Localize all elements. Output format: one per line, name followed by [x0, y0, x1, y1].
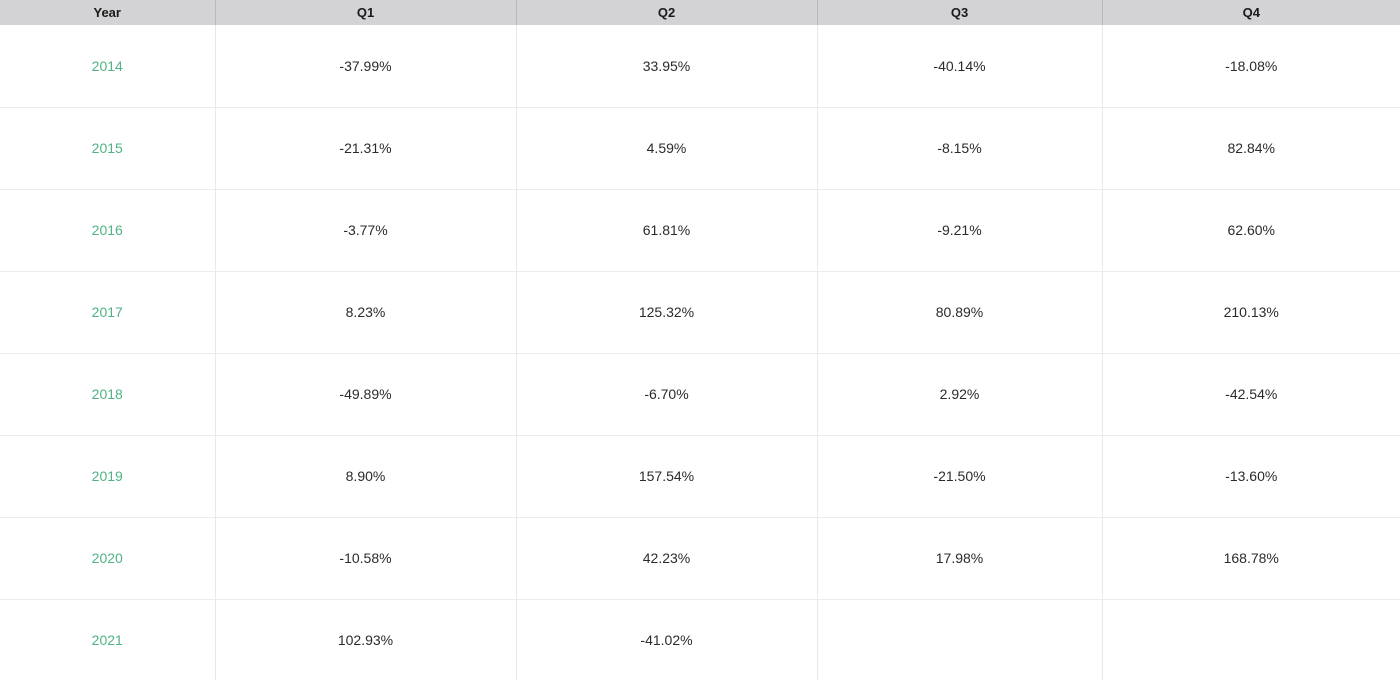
column-header-q2: Q2 — [515, 0, 817, 25]
table-row: 2015 -21.31% 4.59% -8.15% 82.84% — [0, 106, 1400, 189]
cell-year: 2019 — [0, 434, 215, 517]
table-row: 2016 -3.77% 61.81% -9.21% 62.60% — [0, 188, 1400, 271]
cell-q2: 125.32% — [515, 270, 817, 353]
cell-q3: 17.98% — [816, 516, 1102, 599]
cell-year: 2016 — [0, 188, 215, 271]
year-link-2021[interactable]: 2021 — [91, 632, 123, 649]
table-row: 2014 -37.99% 33.95% -40.14% -18.08% — [0, 25, 1400, 107]
cell-q1: 102.93% — [214, 598, 516, 680]
cell-q2: -41.02% — [515, 598, 817, 680]
table-row: 2017 8.23% 125.32% 80.89% 210.13% — [0, 270, 1400, 353]
cell-q1: -21.31% — [214, 106, 516, 189]
cell-q3: -21.50% — [816, 434, 1102, 517]
cell-q4: 210.13% — [1101, 270, 1400, 353]
cell-q4: -18.08% — [1101, 25, 1400, 107]
cell-q2: 61.81% — [515, 188, 817, 271]
cell-year: 2015 — [0, 106, 215, 189]
cell-q3: -40.14% — [816, 25, 1102, 107]
cell-q2: 4.59% — [515, 106, 817, 189]
cell-year: 2018 — [0, 352, 215, 435]
cell-q1: -3.77% — [214, 188, 516, 271]
cell-q1: -10.58% — [214, 516, 516, 599]
cell-year: 2014 — [0, 25, 215, 107]
year-link-2019[interactable]: 2019 — [91, 468, 123, 484]
cell-q3: 80.89% — [816, 270, 1102, 353]
year-link-2015[interactable]: 2015 — [91, 140, 123, 156]
cell-q2: 157.54% — [515, 434, 817, 517]
cell-q2: 33.95% — [515, 25, 817, 107]
table-header: Year Q1 Q2 Q3 Q4 — [0, 0, 1400, 25]
cell-q1: 8.90% — [214, 434, 516, 517]
cell-q4: -13.60% — [1101, 434, 1400, 517]
cell-q3: -9.21% — [816, 188, 1102, 271]
cell-q1: 8.23% — [214, 270, 516, 353]
year-link-2018[interactable]: 2018 — [91, 386, 123, 402]
table-body: 2014 -37.99% 33.95% -40.14% -18.08% 2015… — [0, 25, 1400, 680]
table-row: 2018 -49.89% -6.70% 2.92% -42.54% — [0, 352, 1400, 435]
cell-q4: -42.54% — [1101, 352, 1400, 435]
cell-q4: 62.60% — [1101, 188, 1400, 271]
column-header-q1: Q1 — [214, 0, 516, 25]
cell-q3 — [816, 598, 1102, 680]
cell-q1: -49.89% — [214, 352, 516, 435]
table-row: 2019 8.90% 157.54% -21.50% -13.60% — [0, 434, 1400, 517]
table-row: 2020 -10.58% 42.23% 17.98% 168.78% — [0, 516, 1400, 599]
year-link-2020[interactable]: 2020 — [91, 550, 123, 566]
table-row: 2021 102.93% -41.02% — [0, 598, 1400, 680]
cell-year: 2021 — [0, 598, 215, 680]
column-header-q3: Q3 — [816, 0, 1102, 25]
cell-year: 2017 — [0, 270, 215, 353]
cell-q3: -8.15% — [816, 106, 1102, 189]
cell-q2: -6.70% — [515, 352, 817, 435]
column-header-q4: Q4 — [1101, 0, 1400, 25]
year-link-2016[interactable]: 2016 — [91, 222, 123, 238]
cell-year: 2020 — [0, 516, 215, 599]
year-link-2017[interactable]: 2017 — [91, 304, 123, 320]
cell-q1: -37.99% — [214, 25, 516, 107]
header-row: Year Q1 Q2 Q3 Q4 — [0, 0, 1400, 25]
year-link-2014[interactable]: 2014 — [91, 57, 123, 74]
cell-q4: 82.84% — [1101, 106, 1400, 189]
column-header-year: Year — [0, 0, 215, 25]
cell-q2: 42.23% — [515, 516, 817, 599]
cell-q4 — [1101, 598, 1400, 680]
cell-q3: 2.92% — [816, 352, 1102, 435]
cell-q4: 168.78% — [1101, 516, 1400, 599]
